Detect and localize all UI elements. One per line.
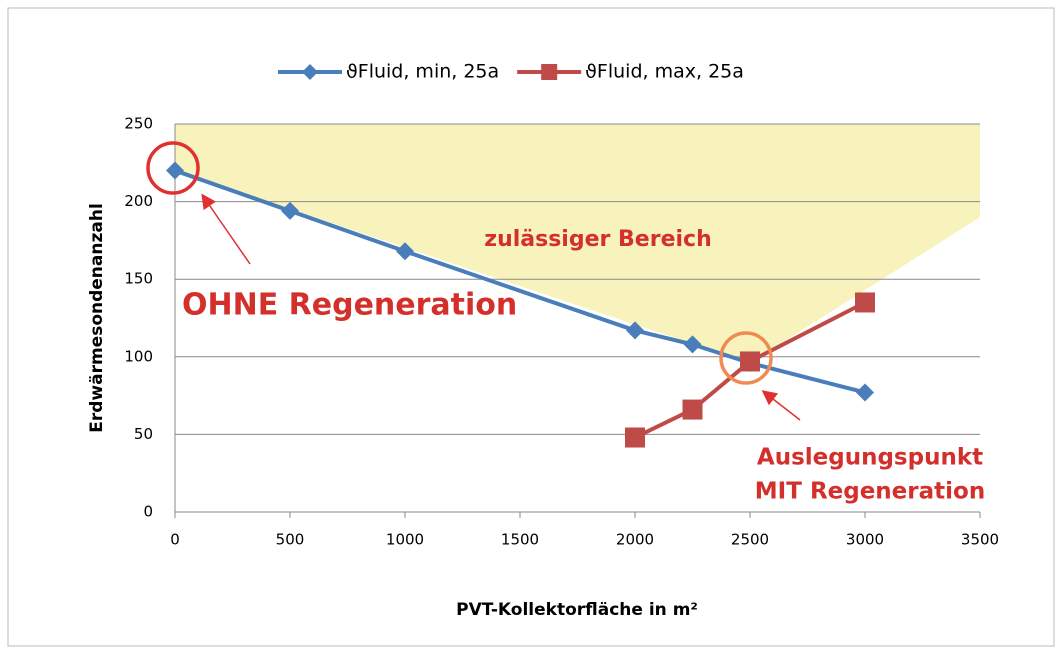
legend-marker	[302, 64, 318, 80]
marker	[625, 427, 645, 448]
y-tick-label: 250	[124, 115, 153, 133]
x-axis-label: PVT-Kollektorfläche in m²	[456, 600, 698, 620]
legend-label: ϑFluid, min, 25a	[346, 61, 499, 83]
y-tick-label: 200	[124, 192, 153, 210]
marker	[683, 335, 702, 354]
y-axis-label: Erdwärmesondenanzahl	[87, 203, 107, 433]
marker	[166, 161, 184, 180]
legend-marker	[541, 64, 558, 80]
x-tick-label: 500	[276, 531, 305, 549]
marker	[281, 201, 299, 220]
arrow	[201, 193, 251, 265]
marker	[855, 292, 875, 313]
allowed-region	[175, 124, 980, 364]
annotation: Auslegungspunkt	[757, 445, 983, 471]
x-tick-label: 1000	[386, 531, 424, 549]
marker	[740, 351, 760, 372]
x-tick-label: 2500	[731, 531, 769, 549]
legend-label: ϑFluid, max, 25a	[585, 61, 744, 83]
x-tick-label: 3500	[961, 531, 999, 549]
chart-border	[7, 7, 1055, 647]
marker	[856, 383, 874, 402]
region-label: zulässiger Bereich	[484, 227, 711, 252]
arrow	[761, 390, 801, 421]
y-tick-label: 100	[124, 347, 153, 365]
highlight-circle	[146, 141, 200, 195]
series-line	[634, 300, 866, 440]
y-tick-label: 0	[143, 503, 153, 521]
highlight-circle	[719, 331, 773, 385]
marker	[396, 242, 414, 261]
x-tick-label: 3000	[846, 531, 884, 549]
annotation: MIT Regeneration	[755, 479, 985, 505]
y-tick-label: 50	[134, 425, 153, 443]
marker	[626, 321, 644, 340]
x-tick-label: 1500	[501, 531, 539, 549]
x-tick-label: 0	[170, 531, 180, 549]
marker	[682, 399, 703, 420]
x-tick-label: 2000	[616, 531, 654, 549]
y-tick-label: 150	[124, 270, 153, 288]
annotation: OHNE Regeneration	[182, 288, 517, 323]
